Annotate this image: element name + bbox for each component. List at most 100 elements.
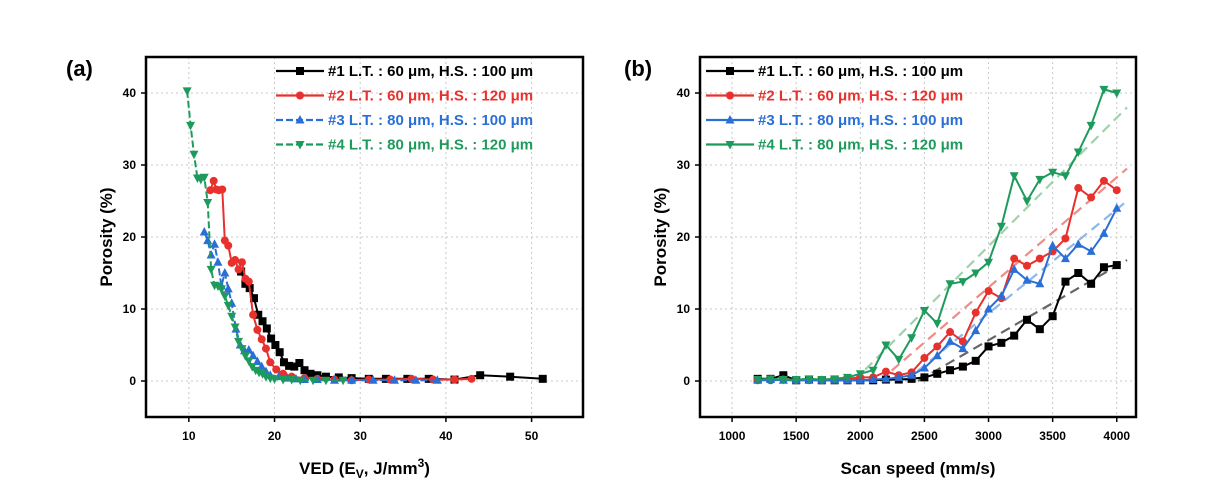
data-point [804, 375, 814, 384]
data-point [199, 173, 209, 183]
data-point [958, 343, 968, 353]
x-axis-title-main: VED (E [299, 459, 356, 478]
data-point [1112, 203, 1122, 212]
data-point [223, 301, 233, 311]
legend-marker [726, 67, 734, 75]
data-point [932, 350, 942, 360]
data-point [881, 341, 891, 350]
data-point [213, 257, 223, 266]
data-point [334, 373, 343, 382]
x-tick-label: 2500 [911, 429, 938, 443]
data-point [257, 335, 266, 344]
data-point [919, 306, 929, 316]
data-point [1112, 89, 1122, 98]
y-axis-title: Porosity (%) [651, 187, 670, 286]
x-tick-label: 4000 [1103, 429, 1130, 443]
data-point [958, 362, 967, 371]
data-point [389, 375, 399, 384]
legend-entry: #3 L.T. : 80 μm, H.S. : 100 μm [758, 112, 963, 129]
data-point [234, 337, 244, 347]
data-point [1099, 263, 1108, 272]
data-point [996, 222, 1006, 232]
data-point [958, 278, 968, 287]
data-point [287, 376, 297, 385]
data-point [411, 375, 421, 384]
data-point [855, 370, 865, 379]
data-point [830, 375, 840, 384]
data-point [946, 328, 955, 337]
data-point [220, 268, 230, 277]
data-point [1099, 85, 1109, 95]
x-tick-label: 1500 [783, 429, 810, 443]
data-point [1035, 254, 1044, 263]
x-axis-title-sup: 3 [418, 456, 425, 470]
y-tick-label: 10 [677, 302, 691, 316]
data-point [1023, 315, 1031, 324]
x-axis-title: Scan speed (mm/s) [841, 459, 996, 478]
data-point [203, 235, 213, 245]
data-point [321, 376, 331, 386]
legend-entry: #4 L.T. : 80 μm, H.S. : 120 μm [328, 137, 533, 154]
data-point [894, 355, 904, 365]
data-point [224, 241, 233, 250]
data-point [1010, 331, 1019, 340]
data-point [1073, 148, 1083, 158]
data-point [223, 283, 233, 293]
data-point [248, 350, 258, 360]
x-tick-label: 1000 [719, 429, 746, 443]
trend-fit-line [853, 106, 1128, 382]
series-line [186, 90, 344, 382]
legend-entry: #1 L.T. : 60 μm, H.S. : 100 μm [758, 63, 963, 80]
data-point [261, 344, 270, 353]
data-point [1060, 172, 1070, 181]
grid [700, 57, 1136, 417]
data-point [868, 374, 878, 384]
data-point [206, 186, 215, 195]
data-point [1086, 121, 1096, 131]
data-point [945, 336, 955, 345]
y-tick-label: 0 [129, 374, 136, 388]
y-tick-label: 40 [677, 86, 691, 100]
data-point [209, 176, 218, 185]
panel-a: (a) 10 20 30 40 50 0 10 20 30 40 VED (EV, J/mm3) Por… [66, 55, 585, 481]
data-point [984, 304, 994, 313]
data-point [1112, 186, 1121, 195]
y-tick-label: 0 [683, 374, 690, 388]
data-point [206, 265, 216, 275]
data-point [538, 374, 547, 383]
data-point [1099, 228, 1109, 237]
data-point [240, 352, 250, 361]
data-point [241, 279, 250, 288]
data-point [1048, 168, 1058, 178]
data-point [1035, 278, 1045, 288]
data-point [189, 150, 199, 160]
x-tick-label: 3000 [975, 429, 1002, 443]
data-point [182, 87, 192, 96]
trend-fit-line [878, 167, 1128, 382]
legend-entry: #3 L.T. : 80 μm, H.S. : 100 μm [328, 112, 533, 129]
legend: #1 L.T. : 60 μm, H.S. : 100 μm #2 L.T. : … [706, 63, 963, 154]
data-point [868, 366, 878, 376]
data-point [984, 258, 994, 268]
data-point [278, 376, 288, 385]
x-tick-label: 30 [354, 429, 368, 443]
data-point [971, 308, 980, 317]
data-point [791, 376, 801, 385]
data-point [347, 375, 357, 384]
legend-entry: #2 L.T. : 60 μm, H.S. : 120 μm [328, 88, 533, 105]
y-axis-title: Porosity (%) [97, 187, 116, 286]
data-point [1099, 176, 1108, 185]
data-point [1074, 269, 1083, 277]
data-point [920, 353, 929, 362]
data-point [285, 361, 294, 370]
data-point [1035, 325, 1044, 334]
data-point [244, 345, 254, 354]
data-point [290, 362, 299, 371]
data-point [237, 258, 246, 267]
data-point [306, 369, 315, 378]
legend-entry: #1 L.T. : 60 μm, H.S. : 100 μm [328, 63, 533, 80]
x-tick-label: 50 [525, 429, 539, 443]
legend-marker [725, 115, 735, 124]
data-point [984, 287, 993, 295]
data-point [753, 376, 763, 385]
